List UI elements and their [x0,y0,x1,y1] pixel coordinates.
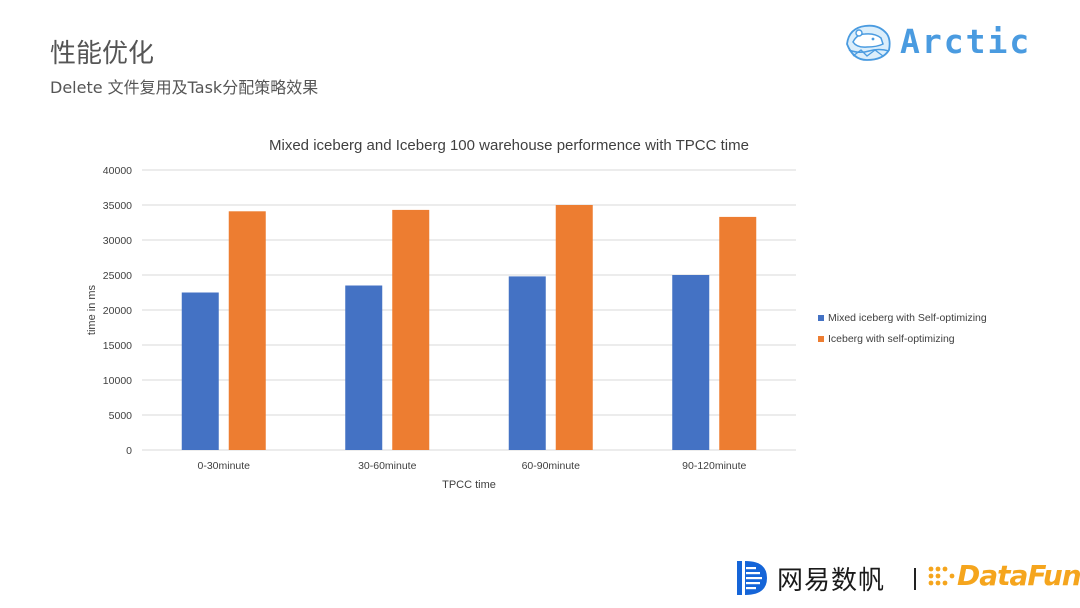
y-tick-label: 35000 [103,200,132,212]
bar-chart: Mixed iceberg and Iceberg 100 warehouse … [60,125,1020,505]
x-tick-label: 60-90minute [522,460,581,472]
footer-separator [914,568,916,590]
chart-title: Mixed iceberg and Iceberg 100 warehouse … [269,137,749,154]
arctic-brand-text: Arctic [900,22,1032,61]
x-tick-label: 90-120minute [682,460,746,472]
x-tick-label: 30-60minute [358,460,417,472]
legend-swatch [818,315,824,321]
legend-label: Iceberg with self-optimizing [828,333,955,345]
y-tick-label: 30000 [103,235,132,247]
netease-shuffle-logo-icon [737,561,767,595]
bar-mixed-iceberg [508,276,546,450]
bar-mixed-iceberg [345,285,383,450]
datafun-brand-text: DataFun. [957,559,1080,592]
y-tick-label: 15000 [103,340,132,352]
bar-mixed-iceberg [672,275,710,450]
bar-iceberg [392,209,430,450]
arctic-logo: Arctic [843,18,1043,70]
x-tick-label: 0-30minute [197,460,250,472]
chart-svg: Mixed iceberg and Iceberg 100 warehouse … [86,137,987,491]
polar-bear-on-ice-icon [846,24,891,61]
legend-label: Mixed iceberg with Self-optimizing [828,312,987,324]
y-tick-label: 40000 [103,165,132,177]
y-axis-label: time in ms [86,284,98,335]
slide-title: 性能优化 [50,39,155,69]
y-tick-label: 0 [126,445,132,457]
y-tick-label: 25000 [103,270,132,282]
netease-brand-text: 网易数帆 [777,566,886,596]
legend-swatch [818,336,824,342]
y-tick-label: 10000 [103,375,132,387]
bar-iceberg [719,216,757,450]
bar-iceberg [228,211,266,450]
y-tick-label: 20000 [103,305,132,317]
datafun-dot-logo-icon [928,566,955,586]
bar-iceberg [555,205,593,450]
footer-logos: 网易数帆 DataFun. [735,556,1080,600]
bar-mixed-iceberg [181,292,219,450]
x-axis-label: TPCC time [442,479,496,491]
slide-subtitle: Delete 文件复用及Task分配策略效果 [50,78,319,97]
y-tick-label: 5000 [109,410,133,422]
